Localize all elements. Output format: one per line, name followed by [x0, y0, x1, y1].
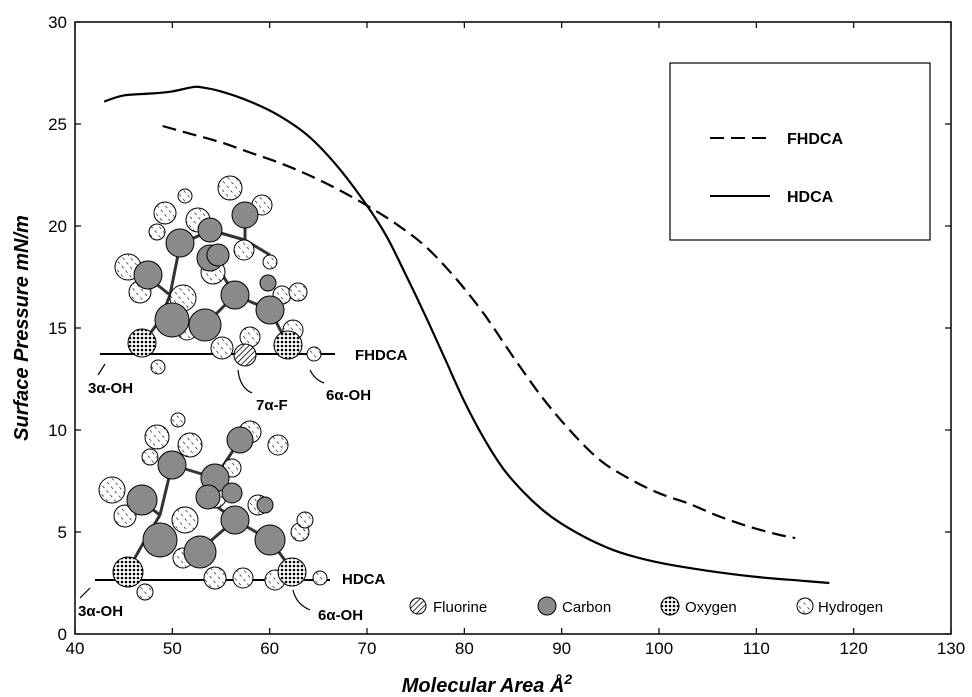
x-tick-label: 100 — [645, 639, 673, 658]
x-tick-label: 70 — [358, 639, 377, 658]
fhdca-molecule-label: FHDCA — [355, 347, 408, 364]
atom-key-label-oxygen: Oxygen — [685, 599, 737, 616]
small-hatched-circle-icon — [796, 597, 814, 615]
hdca-molecule-illustration — [79, 412, 330, 611]
gray-circle-icon — [537, 596, 557, 616]
fhdca-molecule-illustration — [97, 175, 335, 394]
y-axis-title: Surface Pressure mN/m — [11, 215, 33, 441]
x-tick-label: 110 — [743, 639, 770, 658]
x-tick-label: 130 — [937, 639, 965, 658]
x-tick-label: 90 — [552, 639, 571, 658]
legend-box — [669, 62, 931, 241]
dotted-circle-icon — [660, 596, 680, 616]
x-tick-label: 120 — [839, 639, 867, 658]
y-tick-label: 15 — [48, 319, 67, 338]
y-tick-label: 5 — [58, 523, 67, 542]
y-tick-label: 20 — [48, 217, 67, 236]
y-tick-label: 0 — [58, 625, 67, 644]
atom-key-label-carbon: Carbon — [562, 599, 611, 616]
fhdca-6aoh-label: 6α-OH — [326, 387, 371, 404]
y-tick-label: 30 — [48, 13, 67, 32]
atom-key: Fluorine Carbon Oxygen Hydrogen — [409, 596, 883, 616]
hatched-circle-icon — [409, 597, 427, 615]
fhdca-7af-label: 7α-F — [256, 397, 288, 414]
y-tick-label: 25 — [48, 115, 67, 134]
y-axis-ticks: 0 5 10 15 20 25 30 — [48, 13, 951, 644]
legend-label-fhdca: FHDCA — [787, 131, 843, 148]
legend: FHDCA HDCA — [669, 62, 931, 241]
hdca-6aoh-label: 6α-OH — [318, 607, 363, 624]
series-layer — [103, 85, 830, 585]
x-axis-ticks: 40 50 60 70 80 90 100 110 120 130 — [66, 22, 965, 658]
x-tick-label: 80 — [455, 639, 474, 658]
atom-key-label-hydrogen: Hydrogen — [818, 599, 883, 616]
x-tick-label: 50 — [163, 639, 182, 658]
x-axis-title: Molecular Area Å2 — [402, 671, 573, 697]
series-line-hdca — [103, 85, 830, 585]
atom-key-label-fluorine: Fluorine — [433, 599, 487, 616]
hdca-3aoh-label: 3α-OH — [78, 603, 123, 620]
y-tick-label: 10 — [48, 421, 67, 440]
series-line-fhdca — [162, 124, 796, 540]
x-tick-label: 60 — [260, 639, 279, 658]
legend-label-hdca: HDCA — [787, 189, 834, 206]
hdca-molecule-label: HDCA — [342, 571, 385, 588]
fhdca-3aoh-label: 3α-OH — [88, 380, 133, 397]
x-tick-label: 40 — [66, 639, 85, 658]
